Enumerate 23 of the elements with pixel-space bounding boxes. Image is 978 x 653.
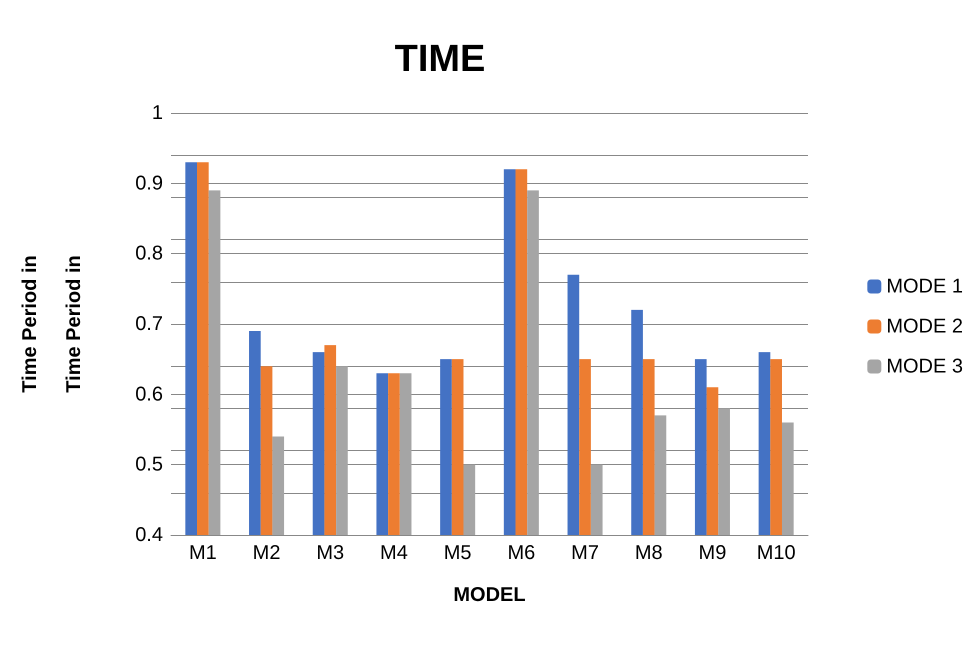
y-tick-label: 0.6 xyxy=(135,383,163,406)
x-axis-title: MODEL xyxy=(453,584,526,606)
x-tick-label: M3 xyxy=(316,542,344,564)
legend-label: MODE 2 xyxy=(886,316,964,338)
y-tick-label: 0.5 xyxy=(135,454,163,476)
legend-label: MODE 3 xyxy=(886,356,964,378)
y-tick-label: 0.4 xyxy=(135,524,163,546)
y-axis-title: Time Period in Time Period in xyxy=(19,255,85,393)
x-tick-label: M4 xyxy=(380,542,408,564)
x-tick-label: M2 xyxy=(252,542,280,564)
chart-title: TIME xyxy=(394,38,486,80)
x-tick-label: M6 xyxy=(507,542,536,564)
x-tick-label: M9 xyxy=(698,542,726,564)
x-tick-label: M1 xyxy=(188,542,217,564)
y-tick-label: 0.7 xyxy=(135,313,163,335)
y-tick-label: 1 xyxy=(152,102,163,124)
x-tick-label: M5 xyxy=(444,542,472,564)
y-tick-label: 0.9 xyxy=(135,172,163,194)
y-tick-label: 0.8 xyxy=(135,242,163,265)
x-tick-label: M7 xyxy=(571,542,599,564)
legend-label: MODE 1 xyxy=(886,276,964,298)
x-tick-label: M8 xyxy=(634,542,663,564)
x-tick-label: M10 xyxy=(756,542,796,564)
